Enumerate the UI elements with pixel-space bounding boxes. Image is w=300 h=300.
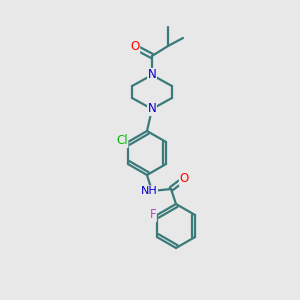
Text: O: O — [179, 172, 189, 185]
Text: NH: NH — [141, 186, 158, 196]
Text: O: O — [130, 40, 140, 53]
Text: N: N — [148, 68, 156, 82]
Text: F: F — [150, 208, 156, 221]
Text: Cl: Cl — [116, 134, 128, 148]
Text: N: N — [148, 103, 156, 116]
